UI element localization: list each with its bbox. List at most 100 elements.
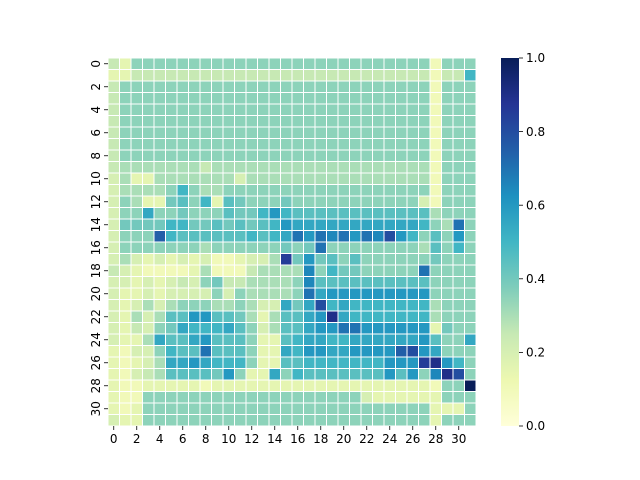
heatmap-cell-r20-c18 [314, 287, 327, 300]
heatmap-cell-r12-c1 [119, 195, 132, 208]
heatmap-cell-r10-c6 [176, 172, 189, 185]
heatmap-cell-r7-c15 [280, 138, 293, 151]
colorbar-axis: 0.0 0.2 0.4 0.6 0.8 1.0 [519, 51, 545, 433]
heatmap-cell-r26-c31 [464, 356, 477, 369]
heatmap-cell-r24-c10 [222, 333, 235, 346]
heatmap-cell-r18-c10 [222, 264, 235, 277]
heatmap-cell-r30-c3 [142, 402, 155, 415]
heatmap-cell-r28-c15 [280, 379, 293, 392]
heatmap-cell-r15-c11 [234, 230, 247, 243]
heatmap-cell-r9-c17 [303, 161, 316, 174]
heatmap-cell-r5-c14 [268, 115, 281, 128]
heatmap-cell-r19-c20 [337, 276, 350, 289]
heatmap-cell-r13-c6 [176, 207, 189, 220]
heatmap-cell-r12-c6 [176, 195, 189, 208]
heatmap-cell-r16-c3 [142, 241, 155, 254]
y-tick-label-26: 26 [89, 355, 103, 370]
heatmap-cell-r20-c2 [130, 287, 143, 300]
heatmap-cell-r26-c8 [199, 356, 212, 369]
heatmap-cell-r11-c1 [119, 184, 132, 197]
heatmap-cell-r1-c1 [119, 69, 132, 82]
heatmap-cell-r16-c20 [337, 241, 350, 254]
heatmap-cell-r0-c19 [326, 57, 339, 70]
colorbar-tick-label-0.6: 0.6 [526, 198, 545, 212]
heatmap-cell-r20-c3 [142, 287, 155, 300]
heatmap-cell-r16-c17 [303, 241, 316, 254]
y-tick-label-4: 4 [89, 106, 103, 114]
heatmap-cell-r2-c18 [314, 80, 327, 93]
heatmap-cell-r31-c9 [211, 414, 224, 427]
heatmap-cell-r7-c7 [188, 138, 201, 151]
heatmap-cell-r16-c12 [245, 241, 258, 254]
heatmap-cell-r22-c2 [130, 310, 143, 323]
heatmap-cell-r22-c28 [429, 310, 442, 323]
heatmap-cell-r9-c13 [257, 161, 270, 174]
heatmap-cell-r8-c0 [107, 149, 120, 162]
heatmap-cell-r25-c27 [418, 345, 431, 358]
heatmap-cell-r9-c3 [142, 161, 155, 174]
heatmap-cell-r24-c29 [441, 333, 454, 346]
heatmap-cell-r21-c11 [234, 299, 247, 312]
heatmap-cell-r14-c29 [441, 218, 454, 231]
heatmap-cell-r16-c1 [119, 241, 132, 254]
heatmap-cell-r22-c23 [372, 310, 385, 323]
heatmap-cell-r24-c22 [360, 333, 373, 346]
heatmap-cell-r29-c9 [211, 391, 224, 404]
heatmap-cell-r2-c3 [142, 80, 155, 93]
heatmap-cell-r16-c29 [441, 241, 454, 254]
heatmap-cell-r15-c18 [314, 230, 327, 243]
heatmap-cell-r6-c5 [165, 126, 178, 139]
heatmap-cell-r7-c2 [130, 138, 143, 151]
heatmap-cell-r29-c20 [337, 391, 350, 404]
heatmap-cell-r29-c27 [418, 391, 431, 404]
heatmap-cell-r16-c27 [418, 241, 431, 254]
heatmap-cell-r26-c18 [314, 356, 327, 369]
heatmap-cell-r5-c30 [452, 115, 465, 128]
heatmap-cell-r24-c13 [257, 333, 270, 346]
heatmap-cell-r7-c24 [383, 138, 396, 151]
heatmap-cell-r15-c9 [211, 230, 224, 243]
heatmap-cell-r15-c17 [303, 230, 316, 243]
heatmap-cell-r7-c12 [245, 138, 258, 151]
heatmap-cell-r23-c24 [383, 322, 396, 335]
x-tick-label-18: 18 [313, 432, 328, 446]
colorbar-tick-label-0.4: 0.4 [526, 272, 545, 286]
heatmap-cell-r23-c20 [337, 322, 350, 335]
x-tick-label-14: 14 [267, 432, 282, 446]
heatmap-cell-r5-c13 [257, 115, 270, 128]
heatmap-cell-r1-c19 [326, 69, 339, 82]
heatmap-cell-r19-c21 [349, 276, 362, 289]
heatmap-cell-r3-c30 [452, 92, 465, 105]
heatmap-cell-r27-c10 [222, 368, 235, 381]
heatmap-cell-r2-c13 [257, 80, 270, 93]
heatmap-cell-r20-c19 [326, 287, 339, 300]
heatmap-cell-r20-c1 [119, 287, 132, 300]
heatmap-cell-r10-c29 [441, 172, 454, 185]
heatmap-cell-r4-c27 [418, 103, 431, 116]
heatmap-cell-r17-c13 [257, 253, 270, 266]
heatmap-cell-r3-c16 [291, 92, 304, 105]
heatmap-cell-r23-c21 [349, 322, 362, 335]
y-tick-label-30: 30 [89, 401, 103, 416]
heatmap-cell-r1-c12 [245, 69, 258, 82]
heatmap-cell-r17-c30 [452, 253, 465, 266]
heatmap-cell-r17-c2 [130, 253, 143, 266]
heatmap-cell-r19-c30 [452, 276, 465, 289]
heatmap-cell-r31-c15 [280, 414, 293, 427]
heatmap-cell-r6-c10 [222, 126, 235, 139]
x-tick-label-30: 30 [451, 432, 466, 446]
heatmap-cell-r0-c20 [337, 57, 350, 70]
heatmap-cell-r27-c31 [464, 368, 477, 381]
heatmap-cell-r26-c0 [107, 356, 120, 369]
heatmap-cell-r19-c23 [372, 276, 385, 289]
heatmap-cell-r19-c12 [245, 276, 258, 289]
heatmap-cell-r30-c11 [234, 402, 247, 415]
heatmap-cell-r0-c22 [360, 57, 373, 70]
heatmap-cell-r9-c0 [107, 161, 120, 174]
heatmap-cell-r24-c9 [211, 333, 224, 346]
heatmap-cell-r29-c28 [429, 391, 442, 404]
heatmap-cell-r30-c4 [153, 402, 166, 415]
heatmap-cell-r30-c23 [372, 402, 385, 415]
heatmap-cell-r15-c16 [291, 230, 304, 243]
heatmap-cell-r0-c26 [406, 57, 419, 70]
